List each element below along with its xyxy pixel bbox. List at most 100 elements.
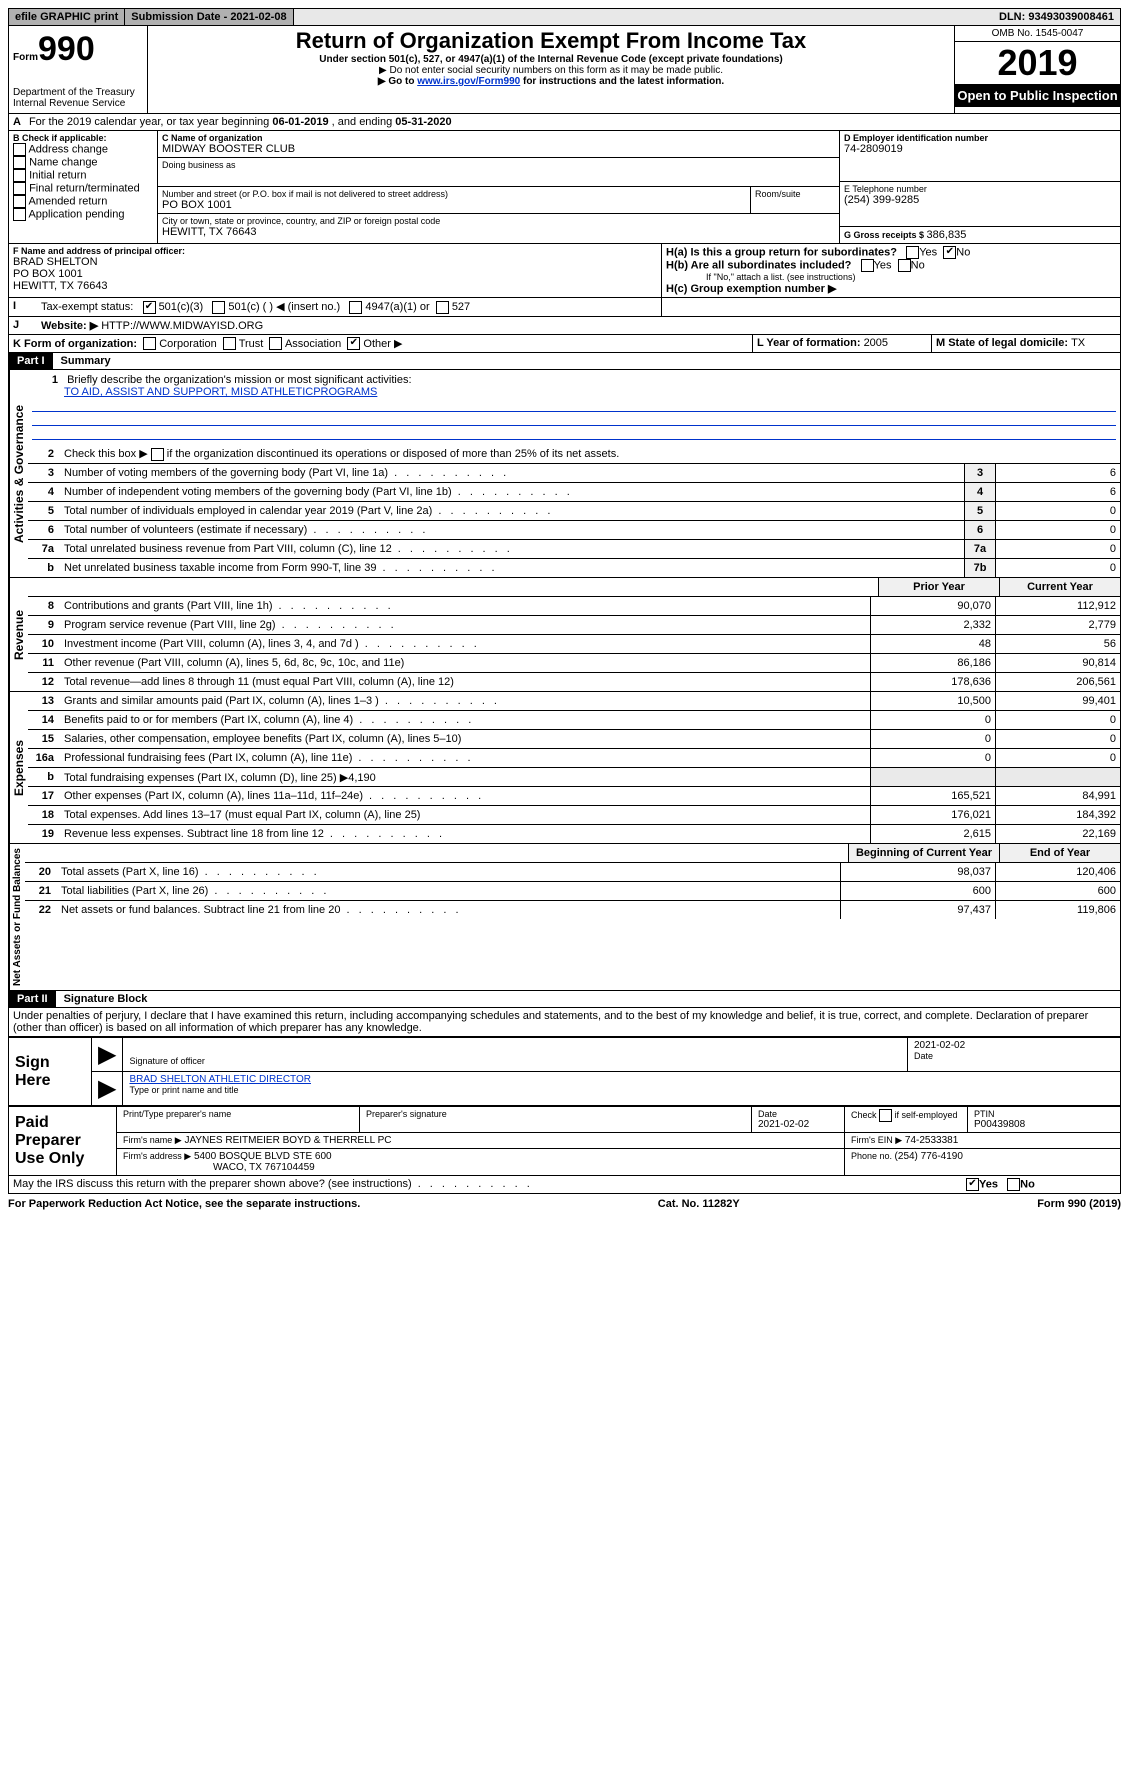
ein-value: 74-2809019 bbox=[844, 143, 1116, 155]
l10-cy: 56 bbox=[995, 635, 1120, 653]
addr-label: Number and street (or P.O. box if mail i… bbox=[162, 189, 746, 199]
ty-end: 05-31-2020 bbox=[395, 116, 451, 128]
check-other[interactable]: ✔ bbox=[347, 337, 360, 350]
l12-cy: 206,561 bbox=[995, 673, 1120, 691]
l5-desc: Total number of individuals employed in … bbox=[60, 504, 964, 518]
declaration-text: Under penalties of perjury, I declare th… bbox=[8, 1008, 1121, 1037]
box-b-label: B Check if applicable: bbox=[13, 133, 153, 143]
l21-desc: Total liabilities (Part X, line 26) bbox=[57, 884, 840, 898]
l4-val: 6 bbox=[995, 483, 1120, 501]
year-formation: 2005 bbox=[864, 337, 888, 349]
box-d-label: D Employer identification number bbox=[844, 133, 1116, 143]
submission-date-button[interactable]: Submission Date - 2021-02-08 bbox=[125, 9, 293, 25]
ptin-value: P00439808 bbox=[974, 1119, 1114, 1130]
officer-addr1: PO BOX 1001 bbox=[13, 268, 657, 280]
l9-desc: Program service revenue (Part VIII, line… bbox=[60, 618, 870, 632]
h-a-yes[interactable] bbox=[906, 246, 919, 259]
l22-desc: Net assets or fund balances. Subtract li… bbox=[57, 903, 840, 917]
paid-preparer-table: Paid Preparer Use Only Print/Type prepar… bbox=[8, 1106, 1121, 1176]
check-self-emp-box[interactable] bbox=[879, 1109, 892, 1122]
gross-receipts: 386,835 bbox=[927, 229, 967, 241]
part-ii-label: Part II bbox=[9, 991, 56, 1007]
discuss-no-label: No bbox=[1020, 1179, 1035, 1191]
check-501c[interactable] bbox=[212, 301, 225, 314]
check-501c3[interactable]: ✔ bbox=[143, 301, 156, 314]
discuss-yes-label: Yes bbox=[979, 1179, 998, 1191]
check-name-change[interactable] bbox=[13, 156, 26, 169]
l15-cy: 0 bbox=[995, 730, 1120, 748]
state-domicile: TX bbox=[1071, 337, 1085, 349]
part-i-header: Part I Summary bbox=[8, 353, 1121, 370]
check-final-return[interactable] bbox=[13, 182, 26, 195]
l14-py: 0 bbox=[870, 711, 995, 729]
firm-ein-label: Firm's EIN ▶ bbox=[851, 1135, 902, 1145]
h-b-yes[interactable] bbox=[861, 259, 874, 272]
part-ii-header: Part II Signature Block bbox=[8, 991, 1121, 1008]
part-i-label: Part I bbox=[9, 353, 53, 369]
entity-block: B Check if applicable: Address change Na… bbox=[8, 131, 1121, 244]
discuss-text: May the IRS discuss this return with the… bbox=[9, 1176, 962, 1193]
discuss-yes[interactable]: ✔ bbox=[966, 1178, 979, 1191]
check-4947[interactable] bbox=[349, 301, 362, 314]
form990-link[interactable]: www.irs.gov/Form990 bbox=[417, 76, 520, 87]
box-m-label: M State of legal domicile: bbox=[936, 337, 1071, 349]
officer-name-title: BRAD SHELTON ATHLETIC DIRECTOR bbox=[129, 1074, 1114, 1085]
l8-desc: Contributions and grants (Part VIII, lin… bbox=[60, 599, 870, 613]
check-address-change[interactable] bbox=[13, 143, 26, 156]
h-a-no[interactable]: ✔ bbox=[943, 246, 956, 259]
date-label: Date bbox=[914, 1051, 1114, 1061]
check-discontinued[interactable] bbox=[151, 448, 164, 461]
check-trust[interactable] bbox=[223, 337, 236, 350]
form-subtitle-2: ▶ Do not enter social security numbers o… bbox=[154, 65, 948, 76]
firm-phone: (254) 776-4190 bbox=[895, 1151, 963, 1162]
form-header: Form990 Department of the Treasury Inter… bbox=[8, 26, 1121, 114]
h-b-no[interactable] bbox=[898, 259, 911, 272]
phone-value: (254) 399-9285 bbox=[844, 194, 1116, 206]
l17-cy: 84,991 bbox=[995, 787, 1120, 805]
tax-year-line: A For the 2019 calendar year, or tax yea… bbox=[8, 114, 1121, 131]
l12-py: 178,636 bbox=[870, 673, 995, 691]
form-number: Form990 bbox=[13, 30, 143, 69]
prior-year-header: Prior Year bbox=[878, 578, 999, 596]
firm-addr1: 5400 BOSQUE BLVD STE 600 bbox=[194, 1151, 332, 1162]
efile-print-button[interactable]: efile GRAPHIC print bbox=[9, 9, 125, 25]
check-corp[interactable] bbox=[143, 337, 156, 350]
l18-desc: Total expenses. Add lines 13–17 (must eq… bbox=[60, 808, 870, 822]
l22-end: 119,806 bbox=[995, 901, 1120, 919]
h-c-label: H(c) Group exemption number ▶ bbox=[666, 282, 1116, 295]
begin-year-header: Beginning of Current Year bbox=[848, 844, 999, 862]
form-subtitle-3: ▶ Go to www.irs.gov/Form990 for instruct… bbox=[154, 76, 948, 87]
opt-501c: 501(c) ( ) ◀ (insert no.) bbox=[228, 301, 340, 313]
sign-here-label: Sign Here bbox=[9, 1038, 92, 1106]
check-app-pending[interactable] bbox=[13, 208, 26, 221]
l22-begin: 97,437 bbox=[840, 901, 995, 919]
l9-cy: 2,779 bbox=[995, 616, 1120, 634]
l16a-py: 0 bbox=[870, 749, 995, 767]
discuss-no[interactable] bbox=[1007, 1178, 1020, 1191]
room-label: Room/suite bbox=[755, 189, 835, 199]
form-title: Return of Organization Exempt From Incom… bbox=[154, 28, 948, 54]
check-amended[interactable] bbox=[13, 195, 26, 208]
l21-begin: 600 bbox=[840, 882, 995, 900]
yes-label-2: Yes bbox=[874, 259, 892, 271]
dba-label: Doing business as bbox=[162, 160, 835, 170]
omb-number: OMB No. 1545-0047 bbox=[955, 26, 1120, 42]
box-e-label: E Telephone number bbox=[844, 184, 1116, 194]
website-url: HTTP://WWW.MIDWAYISD.ORG bbox=[101, 320, 263, 332]
prep-date-label: Date bbox=[758, 1109, 838, 1119]
check-initial-return[interactable] bbox=[13, 169, 26, 182]
l8-py: 90,070 bbox=[870, 597, 995, 615]
firm-phone-label: Phone no. bbox=[851, 1151, 895, 1161]
vlabel-activities: Activities & Governance bbox=[9, 370, 28, 577]
irs-label: Internal Revenue Service bbox=[13, 98, 143, 109]
dept-treasury: Department of the Treasury bbox=[13, 87, 143, 98]
yes-label: Yes bbox=[919, 246, 937, 258]
prep-name-label: Print/Type preparer's name bbox=[123, 1109, 353, 1119]
box-k-label: K Form of organization: bbox=[13, 338, 137, 350]
check-assoc[interactable] bbox=[269, 337, 282, 350]
l6-desc: Total number of volunteers (estimate if … bbox=[60, 523, 964, 537]
tax-exempt-status: I Tax-exempt status: ✔ 501(c)(3) 501(c) … bbox=[8, 298, 1121, 317]
check-527[interactable] bbox=[436, 301, 449, 314]
l21-end: 600 bbox=[995, 882, 1120, 900]
paid-preparer-label: Paid Preparer Use Only bbox=[9, 1107, 117, 1176]
